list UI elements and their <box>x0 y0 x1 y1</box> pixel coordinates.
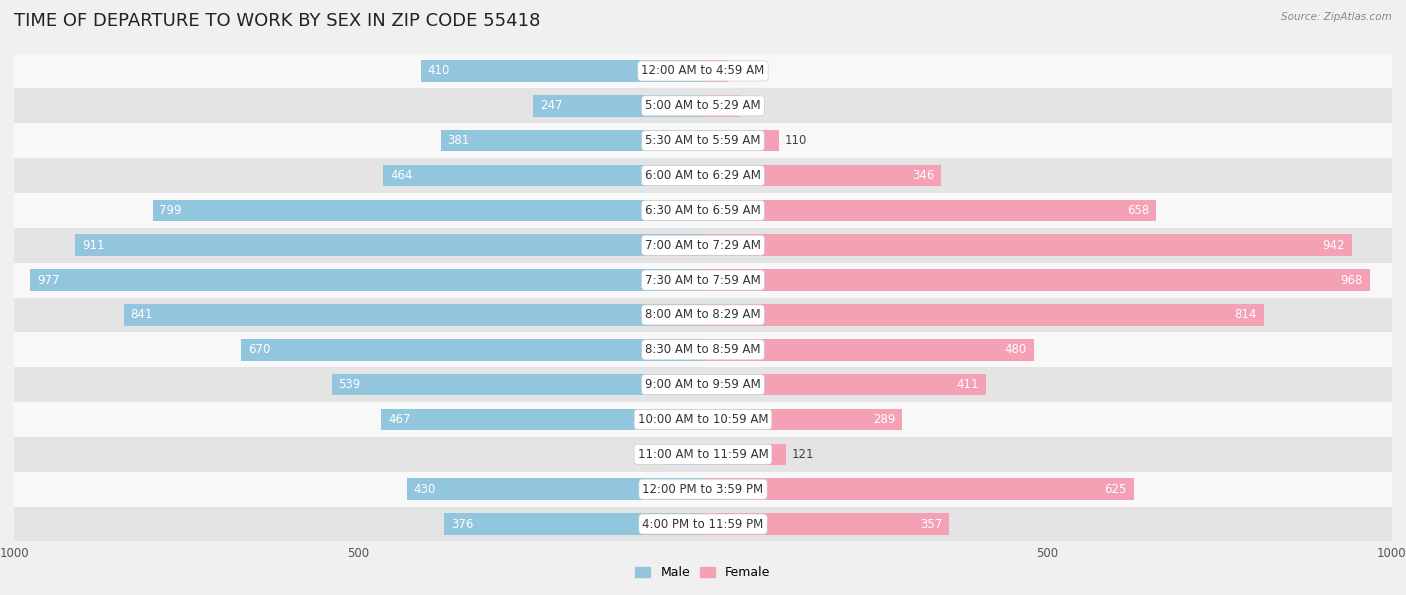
Text: 12:00 AM to 4:59 AM: 12:00 AM to 4:59 AM <box>641 64 765 77</box>
Text: 5:30 AM to 5:59 AM: 5:30 AM to 5:59 AM <box>645 134 761 147</box>
Text: 430: 430 <box>413 483 436 496</box>
Bar <box>14 333 1392 367</box>
Legend: Male, Female: Male, Female <box>636 566 770 579</box>
Text: 8:00 AM to 8:29 AM: 8:00 AM to 8:29 AM <box>645 308 761 321</box>
Text: 11:00 AM to 11:59 AM: 11:00 AM to 11:59 AM <box>638 448 768 461</box>
Bar <box>242 339 703 361</box>
Text: 53: 53 <box>745 99 759 112</box>
Bar <box>381 409 703 430</box>
Text: 464: 464 <box>391 169 413 182</box>
Text: 7:30 AM to 7:59 AM: 7:30 AM to 7:59 AM <box>645 274 761 287</box>
Text: 670: 670 <box>249 343 271 356</box>
Text: 814: 814 <box>1234 308 1257 321</box>
Text: 9:00 AM to 9:59 AM: 9:00 AM to 9:59 AM <box>645 378 761 391</box>
Bar <box>703 234 1353 256</box>
Text: 121: 121 <box>792 448 814 461</box>
Bar <box>14 298 1392 333</box>
Bar <box>152 199 703 221</box>
Bar <box>14 123 1392 158</box>
Text: 841: 841 <box>131 308 153 321</box>
Text: 6:30 AM to 6:59 AM: 6:30 AM to 6:59 AM <box>645 204 761 217</box>
Text: 58: 58 <box>643 448 658 461</box>
Bar <box>703 60 728 82</box>
Bar <box>76 234 703 256</box>
Bar <box>703 95 740 117</box>
Text: 942: 942 <box>1323 239 1346 252</box>
Bar <box>703 443 786 465</box>
Text: 968: 968 <box>1341 274 1362 287</box>
Text: 10:00 AM to 10:59 AM: 10:00 AM to 10:59 AM <box>638 413 768 426</box>
Text: 410: 410 <box>427 64 450 77</box>
Bar <box>703 270 1369 291</box>
Text: 381: 381 <box>447 134 470 147</box>
Bar <box>533 95 703 117</box>
Bar <box>703 199 1156 221</box>
Text: 376: 376 <box>451 518 474 531</box>
Bar <box>703 304 1264 325</box>
Bar <box>14 367 1392 402</box>
Bar <box>14 506 1392 541</box>
Text: 289: 289 <box>873 413 896 426</box>
Bar <box>124 304 703 325</box>
Bar <box>703 478 1133 500</box>
Bar <box>14 262 1392 298</box>
Text: 8:30 AM to 8:59 AM: 8:30 AM to 8:59 AM <box>645 343 761 356</box>
Bar <box>703 165 942 186</box>
Bar <box>14 228 1392 262</box>
Bar <box>444 513 703 535</box>
Text: 12:00 PM to 3:59 PM: 12:00 PM to 3:59 PM <box>643 483 763 496</box>
Text: 977: 977 <box>37 274 59 287</box>
Bar <box>14 193 1392 228</box>
Bar <box>420 60 703 82</box>
Text: 247: 247 <box>540 99 562 112</box>
Bar <box>703 374 986 396</box>
Bar <box>406 478 703 500</box>
Text: 480: 480 <box>1004 343 1026 356</box>
Text: 799: 799 <box>159 204 181 217</box>
Text: 4:00 PM to 11:59 PM: 4:00 PM to 11:59 PM <box>643 518 763 531</box>
Bar <box>14 54 1392 89</box>
Bar <box>384 165 703 186</box>
Text: TIME OF DEPARTURE TO WORK BY SEX IN ZIP CODE 55418: TIME OF DEPARTURE TO WORK BY SEX IN ZIP … <box>14 12 540 30</box>
Text: 625: 625 <box>1104 483 1126 496</box>
Text: 36: 36 <box>734 64 748 77</box>
Text: 7:00 AM to 7:29 AM: 7:00 AM to 7:29 AM <box>645 239 761 252</box>
Text: 346: 346 <box>912 169 935 182</box>
Text: 411: 411 <box>956 378 979 391</box>
Text: 6:00 AM to 6:29 AM: 6:00 AM to 6:29 AM <box>645 169 761 182</box>
Text: 467: 467 <box>388 413 411 426</box>
Bar <box>703 339 1033 361</box>
Bar <box>703 513 949 535</box>
Text: 110: 110 <box>785 134 807 147</box>
Bar <box>664 443 703 465</box>
Bar <box>14 402 1392 437</box>
Bar <box>14 437 1392 472</box>
Bar <box>703 409 903 430</box>
Bar <box>332 374 703 396</box>
Text: 658: 658 <box>1128 204 1150 217</box>
Bar <box>703 130 779 152</box>
Bar <box>30 270 703 291</box>
Text: 357: 357 <box>920 518 942 531</box>
Text: 5:00 AM to 5:29 AM: 5:00 AM to 5:29 AM <box>645 99 761 112</box>
Text: 539: 539 <box>339 378 361 391</box>
Bar <box>14 89 1392 123</box>
Bar <box>440 130 703 152</box>
Bar <box>14 472 1392 506</box>
Text: 911: 911 <box>83 239 105 252</box>
Text: Source: ZipAtlas.com: Source: ZipAtlas.com <box>1281 12 1392 22</box>
Bar <box>14 158 1392 193</box>
